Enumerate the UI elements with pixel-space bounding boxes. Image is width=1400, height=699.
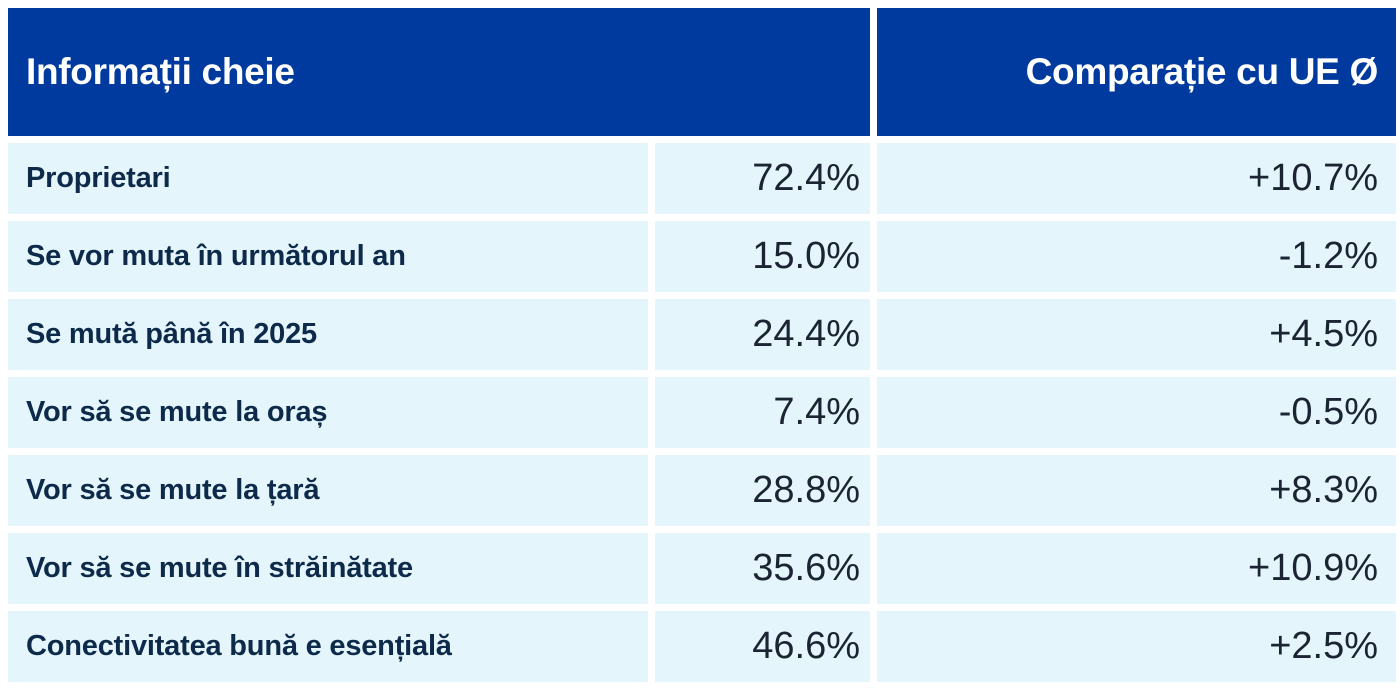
table-row: Se mută până în 2025 24.4% +4.5% <box>8 299 1396 370</box>
table-row: Vor să se mute în străinătate 35.6% +10.… <box>8 533 1396 604</box>
table-body: Proprietari 72.4% +10.7% Se vor muta în … <box>8 143 1396 682</box>
table-row: Proprietari 72.4% +10.7% <box>8 143 1396 214</box>
header-key-info: Informații cheie <box>8 8 870 136</box>
table-header: Informații cheie Comparație cu UE Ø <box>8 8 1396 136</box>
row-eu-comparison: -0.5% <box>877 377 1396 448</box>
row-value: 72.4% <box>655 143 870 214</box>
table-row: Vor să se mute la țară 28.8% +8.3% <box>8 455 1396 526</box>
row-value: 35.6% <box>655 533 870 604</box>
row-eu-comparison: +4.5% <box>877 299 1396 370</box>
row-eu-comparison: +10.7% <box>877 143 1396 214</box>
row-label: Vor să se mute la țară <box>8 455 648 526</box>
row-eu-comparison: +10.9% <box>877 533 1396 604</box>
row-eu-comparison: -1.2% <box>877 221 1396 292</box>
header-eu-comparison: Comparație cu UE Ø <box>877 8 1396 136</box>
row-label: Se vor muta în următorul an <box>8 221 648 292</box>
row-label: Proprietari <box>8 143 648 214</box>
table-row: Se vor muta în următorul an 15.0% -1.2% <box>8 221 1396 292</box>
row-value: 15.0% <box>655 221 870 292</box>
table-row: Conectivitatea bună e esențială 46.6% +2… <box>8 611 1396 682</box>
row-value: 28.8% <box>655 455 870 526</box>
table-row: Vor să se mute la oraș 7.4% -0.5% <box>8 377 1396 448</box>
key-info-table: Informații cheie Comparație cu UE Ø Prop… <box>8 8 1396 682</box>
row-value: 7.4% <box>655 377 870 448</box>
row-eu-comparison: +8.3% <box>877 455 1396 526</box>
row-value: 46.6% <box>655 611 870 682</box>
header-divider <box>870 8 877 136</box>
row-label: Vor să se mute în străinătate <box>8 533 648 604</box>
row-label: Conectivitatea bună e esențială <box>8 611 648 682</box>
row-eu-comparison: +2.5% <box>877 611 1396 682</box>
row-label: Se mută până în 2025 <box>8 299 648 370</box>
row-label: Vor să se mute la oraș <box>8 377 648 448</box>
row-value: 24.4% <box>655 299 870 370</box>
